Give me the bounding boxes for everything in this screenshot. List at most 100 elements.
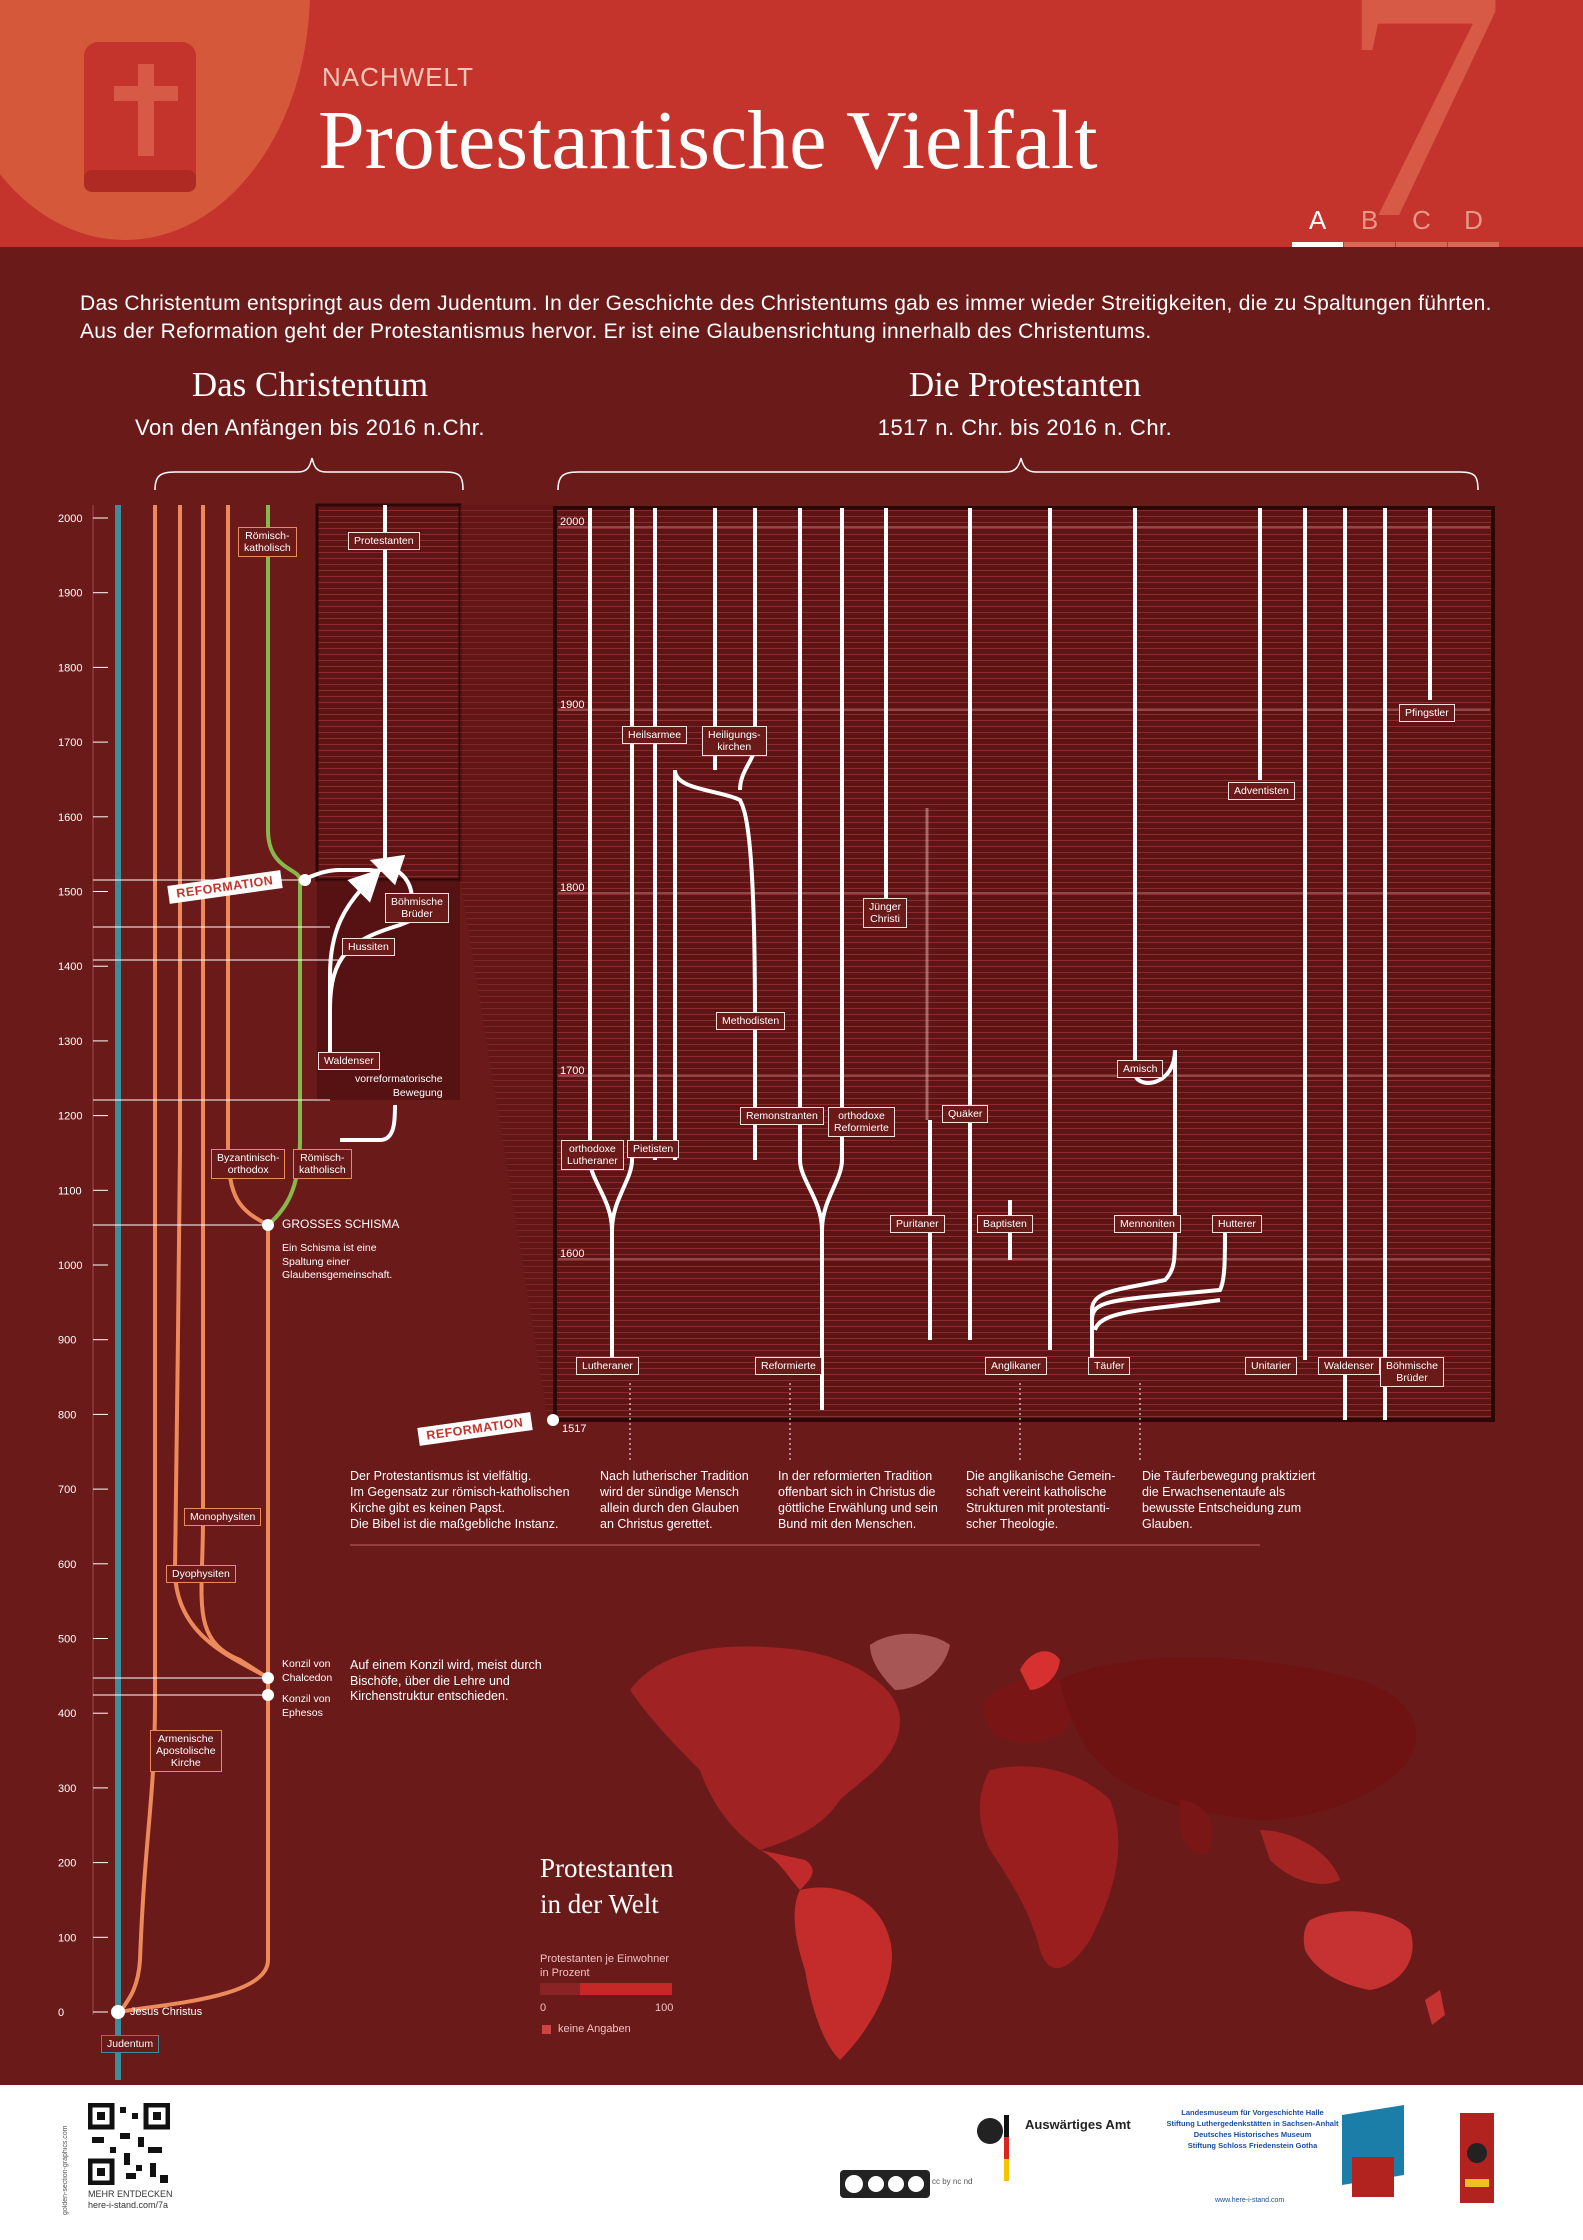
note-anglikanisch: Die anglikanische Gemein- schaft vereint… (966, 1469, 1116, 1531)
map-scandinavia (1020, 1651, 1060, 1690)
note-vielfaeltig: Der Protestantismus ist vielfältig. Im G… (350, 1469, 570, 1531)
chalcedon-node (262, 1672, 274, 1684)
note-reformiert: In der reformierten Tradition offenbart … (778, 1469, 938, 1531)
note-taeufer: Die Täuferbewegung praktiziert die Erwac… (1142, 1469, 1316, 1531)
orthodox-branch-1 (119, 1225, 270, 2014)
heilsarmee-tag: Heilsarmee (622, 726, 688, 744)
map-legend-max: 100 (655, 2002, 674, 2014)
prereform-line (340, 1104, 397, 1142)
credit-side-text: golden-section-graphics.com (62, 2125, 69, 2216)
baptisten-tag: Baptisten (977, 1215, 1033, 1233)
heiligungskirchen-tag: Heiligungs- kirchen (702, 726, 767, 756)
left-axis-tick-label: 1200 (58, 1111, 82, 1123)
partner-list: Landesmuseum für Vorgeschichte Halle Sti… (1166, 2108, 1339, 2150)
map-south-america (794, 1887, 892, 2060)
left-axis-tick-label: 1100 (58, 1185, 82, 1197)
map-greenland (870, 1633, 950, 1690)
anglikaner-tag: Anglikaner (985, 1357, 1047, 1375)
zoom-region-small (315, 503, 462, 882)
luther-2017-logo (1460, 2113, 1494, 2203)
juenger-tag: Jünger Christi (863, 898, 908, 928)
protestant-timeline-box (553, 506, 1495, 1422)
left-axis-tick-label: 900 (58, 1335, 76, 1347)
page-title: Protestantische Vielfalt (318, 94, 1098, 187)
left-axis-tick-label: 1800 (58, 662, 82, 674)
waldenser-right-tag: Waldenser (1318, 1357, 1380, 1375)
orthodoxe-reformierte-tag: orthodoxe Reformierte (828, 1107, 895, 1137)
jesus-label: Jesus Christus (130, 2006, 203, 2018)
ephesos-node (262, 1689, 274, 1701)
tab-a-underline (1292, 242, 1343, 247)
left-axis-tick-label: 1600 (58, 812, 82, 824)
schisma-note: Ein Schisma ist eine Spaltung einer Glau… (282, 1242, 393, 1281)
reformation-node-right (547, 1414, 559, 1426)
map-title: Protestanten in der Welt (540, 1853, 674, 1919)
left-axis-tick-label: 700 (58, 1484, 76, 1496)
map-legend-nodata (542, 2025, 551, 2034)
cc-license-icon (840, 2170, 930, 2198)
mennoniten-tag: Mennoniten (1114, 1215, 1181, 1233)
unitarier-tag: Unitarier (1245, 1357, 1297, 1375)
left-axis-tick-label: 400 (58, 1708, 76, 1720)
tab-b[interactable]: B (1360, 205, 1379, 235)
tab-c[interactable]: C (1412, 205, 1431, 235)
hussiten-tag: Hussiten (342, 938, 395, 956)
hutterer-tag: Hutterer (1212, 1215, 1262, 1233)
map-legend-title: Protestanten je Einwohner in Prozent (540, 1953, 670, 1979)
section-number: 7 (1340, 0, 1505, 247)
left-axis-tick-label: 600 (58, 1559, 76, 1571)
konzil-ephesos-label: Konzil von Ephesos (282, 1693, 331, 1719)
schisma-label: GROSSES SCHISMA (282, 1217, 400, 1231)
map-legend-gradient-start (540, 1983, 580, 1995)
right-axis-tick-label: 1800 (560, 882, 584, 894)
note-lutherisch: Nach lutherischer Tradition wird der sün… (600, 1469, 749, 1531)
waldenser-tag: Waldenser (318, 1052, 380, 1070)
map-central-america (760, 1850, 813, 1890)
amisch-tag: Amisch (1117, 1060, 1164, 1078)
auswaertiges-amt-label: Auswärtiges Amt (1025, 2117, 1131, 2132)
map-australia (1303, 1911, 1413, 1990)
protestanten-tag: Protestanten (348, 532, 420, 550)
judentum-tag: Judentum (101, 2035, 160, 2053)
left-time-axis: 2000190018001700160015001400130012001100… (58, 505, 108, 2019)
left-axis-tick-label: 300 (58, 1783, 76, 1795)
left-axis-tick-label: 1300 (58, 1036, 82, 1048)
pfingstler-tag: Pfingstler (1399, 704, 1455, 722)
monophysiten-tag: Monophysiten (184, 1508, 262, 1526)
left-axis-tick-label: 1000 (58, 1260, 82, 1272)
left-axis-tick-label: 1700 (58, 737, 82, 749)
left-axis-tick-label: 500 (58, 1634, 76, 1646)
tab-d[interactable]: D (1464, 205, 1483, 235)
map-europe (983, 1676, 1075, 1743)
dyophysite-line (199, 505, 270, 1680)
tab-b-underline (1344, 242, 1395, 247)
tab-a[interactable]: A (1308, 205, 1327, 235)
armenian-line (118, 505, 157, 2014)
left-axis-tick-label: 200 (58, 1858, 76, 1870)
right-axis-start-label: 1517 (562, 1423, 586, 1435)
left-axis-tick-label: 2000 (58, 513, 82, 525)
armenisch-tag: Armenische Apostolische Kirche (150, 1730, 222, 1772)
waldenser-line (328, 868, 382, 1065)
vorreformatorische-label: vorreformatorische Bewegung (355, 1073, 443, 1099)
tab-d-underline (1448, 242, 1499, 247)
tab-c-underline (1396, 242, 1447, 247)
zoom-connector (460, 505, 557, 1420)
map-legend-min: 0 (540, 2002, 547, 2014)
map-africa (979, 1766, 1119, 1969)
qr-code-icon[interactable] (88, 2103, 170, 2185)
page-kicker: NACHWELT (322, 62, 474, 92)
left-axis-tick-label: 1900 (58, 588, 82, 600)
christentum-title: Das Christentum (191, 365, 429, 404)
catholic-line (266, 505, 302, 1227)
right-axis-tick-label: 1600 (560, 1248, 584, 1260)
left-axis-tick-label: 0 (58, 2007, 64, 2019)
map-india (1180, 1800, 1213, 1854)
protestanten-brace (557, 457, 1479, 491)
orthodox-line (226, 505, 269, 1227)
roemisch-top-tag: Römisch- katholisch (238, 527, 297, 557)
orthodoxe-lutheraner-tag: orthodoxe Lutheraner (561, 1140, 624, 1170)
right-axis-tick-label: 1700 (560, 1065, 584, 1077)
quaeker-tag: Quäker (942, 1105, 989, 1123)
